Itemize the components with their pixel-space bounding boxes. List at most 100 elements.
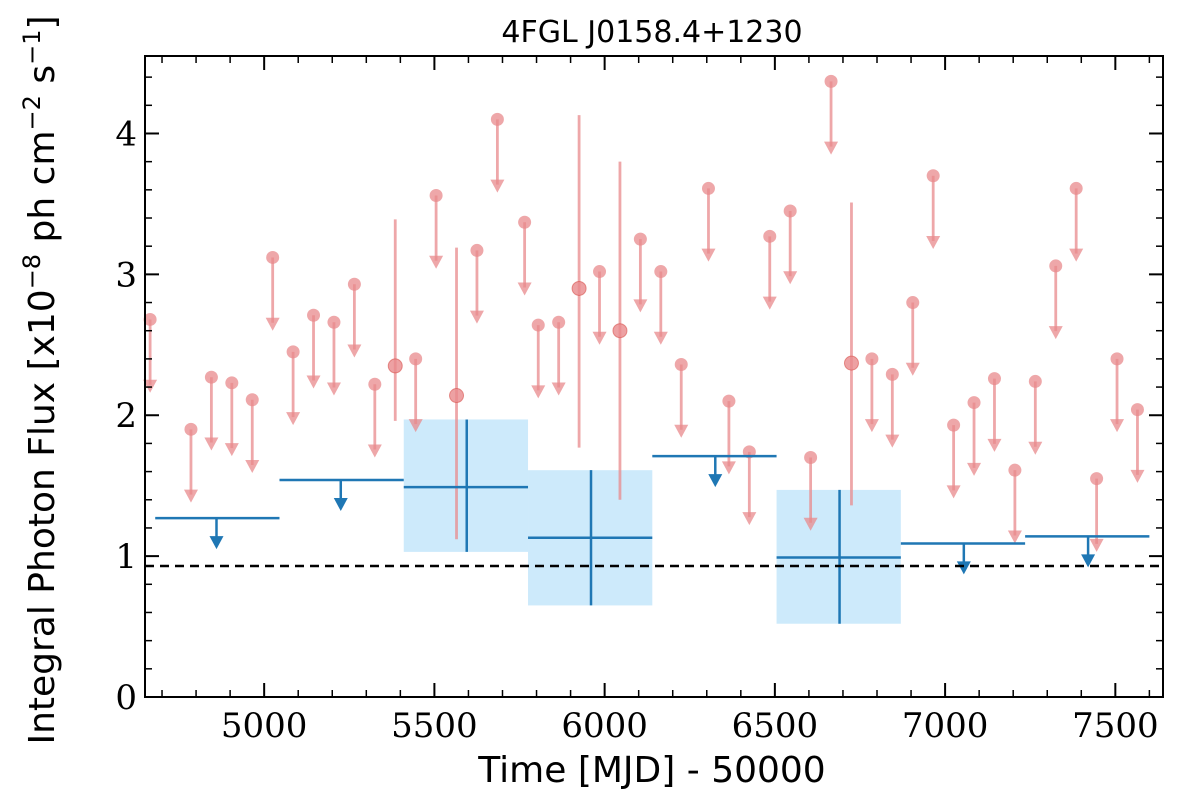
short-bin-upper-limit-arrow	[592, 331, 607, 345]
short-bin-upper-limit-point	[1008, 463, 1022, 477]
short-bin-upper-limit-arrow	[265, 317, 280, 331]
short-bin-upper-limit-arrow	[531, 385, 546, 399]
short-bin-upper-limit-arrow	[224, 443, 239, 457]
short-bin-upper-limit-arrow	[926, 236, 941, 250]
short-bin-upper-limit-arrow	[1048, 326, 1063, 340]
short-bin-upper-limit-point	[204, 370, 218, 384]
short-bin-upper-limit-arrow	[429, 255, 444, 269]
short-bin-upper-limit-arrow	[517, 282, 532, 296]
long-bin-upper-limit-arrow	[333, 498, 348, 512]
short-bin-upper-limit-arrow	[204, 437, 219, 451]
y-axis-label-exponent: −8	[18, 254, 46, 289]
short-bin-upper-limit-arrow	[1007, 530, 1022, 544]
short-bin-upper-limit-point	[470, 243, 484, 257]
short-bin-upper-limit-point	[987, 372, 1001, 386]
short-bin-upper-limit-arrow	[721, 461, 736, 475]
short-bin-upper-limit-arrow	[803, 517, 818, 531]
short-bin-upper-limit-arrow	[946, 485, 961, 499]
short-bin-upper-limit-arrow	[633, 299, 648, 313]
short-bin-upper-limit-arrow	[143, 379, 158, 393]
long-bin-upper-limit-arrow	[1081, 554, 1096, 568]
short-bin-upper-limit-point	[490, 112, 504, 126]
short-bin-upper-limit-point	[531, 318, 545, 332]
short-bin-detection-point	[387, 358, 403, 374]
axes-frame: 5000 5500 6000 6500 7000 7500 0 1 2 3 4	[115, 55, 1164, 746]
long-bin-upper-limit-arrow	[956, 561, 971, 575]
short-bin-upper-limit-point	[865, 352, 879, 366]
short-bin-upper-limit-point	[824, 74, 838, 88]
short-bin-upper-limit-point	[347, 277, 361, 291]
short-bin-upper-limit-point	[225, 376, 239, 390]
y-axis-label-part: ph cm	[22, 130, 63, 253]
short-bin-upper-limit-point	[1110, 352, 1124, 366]
x-tick-label: 5500	[391, 706, 478, 746]
short-bin-detection-point	[449, 388, 465, 404]
short-bin-upper-limit-point	[674, 358, 688, 372]
y-axis-label-exponent: −1	[18, 30, 46, 65]
short-bin-upper-limit-point	[327, 315, 341, 329]
short-bin-upper-limit-arrow	[408, 419, 423, 433]
short-bin-upper-limit-arrow	[783, 271, 798, 285]
short-bin-upper-limit-point	[184, 422, 198, 436]
long-bin-upper-limit-arrow	[708, 474, 723, 488]
short-bin-upper-limit-point	[368, 377, 382, 391]
plot-frame	[144, 55, 1164, 698]
short-bin-upper-limit-point	[804, 451, 818, 465]
short-bin-upper-limit-arrow	[245, 460, 260, 474]
short-bin-upper-limit-arrow	[490, 179, 505, 193]
y-tick-label: 4	[115, 114, 137, 154]
short-bin-upper-limit-point	[245, 393, 259, 407]
short-bin-upper-limit-point	[783, 204, 797, 218]
short-bin-upper-limit-arrow	[551, 382, 566, 396]
x-tick-label: 5000	[221, 706, 308, 746]
short-bin-upper-limit-point	[307, 308, 321, 322]
x-tick-label: 6000	[561, 706, 648, 746]
short-bin-upper-limit-point	[763, 229, 777, 243]
short-bin-upper-limit-point	[409, 352, 423, 366]
short-bin-upper-limit-arrow	[742, 512, 757, 526]
short-bin-upper-limit-arrow	[1089, 538, 1104, 552]
chart-labels: 4FGL J0158.4+1230 Time [MJD] - 50000 Int…	[18, 15, 826, 791]
y-axis-label: Integral Photon Flux [x10−8 ph cm−2 s−1]	[18, 15, 63, 744]
short-bin-upper-limit-arrow	[885, 434, 900, 448]
y-tick-label: 2	[115, 396, 137, 436]
x-axis-label: Time [MJD] - 50000	[477, 750, 825, 791]
short-bin-upper-limit-point	[967, 396, 981, 410]
short-bin-upper-limit-arrow	[306, 375, 321, 389]
short-bin-upper-limit-point	[1130, 403, 1144, 417]
short-bin-upper-limit-arrow	[824, 141, 839, 155]
short-bin-upper-limit-point	[552, 315, 566, 329]
y-tick-label: 1	[115, 537, 137, 577]
short-bin-upper-limit-point	[906, 296, 920, 310]
short-bin-upper-limit-point	[947, 418, 961, 432]
short-bin-upper-limit-arrow	[864, 419, 879, 433]
x-tick-label: 6500	[732, 706, 819, 746]
short-bin-upper-limit-point	[722, 394, 736, 408]
short-bin-upper-limit-arrow	[286, 412, 301, 426]
short-bin-upper-limit-arrow	[469, 310, 484, 324]
short-bin-upper-limit-point	[1069, 181, 1083, 195]
short-bin-upper-limit-point	[286, 345, 300, 359]
short-bin-upper-limit-arrow	[183, 489, 198, 503]
short-bin-upper-limit-point	[885, 367, 899, 381]
y-tick-label: 0	[115, 678, 137, 718]
short-bin-upper-limit-arrow	[987, 438, 1002, 452]
y-tick-label: 3	[115, 255, 137, 295]
short-bin-upper-limit-point	[429, 188, 443, 202]
short-bin-upper-limit-arrow	[1110, 419, 1125, 433]
short-bin-upper-limit-arrow	[326, 382, 341, 396]
short-bin-upper-limit-arrow	[762, 296, 777, 310]
short-bin-upper-limit-arrow	[653, 331, 668, 345]
short-bin-upper-limit-point	[926, 169, 940, 183]
short-bin-upper-limit-point	[701, 181, 715, 195]
x-tick-label: 7500	[1072, 706, 1159, 746]
short-bin-upper-limit-point	[593, 265, 607, 279]
short-bin-upper-limit-point	[654, 265, 668, 279]
short-bin-upper-limit-point	[1049, 259, 1063, 273]
short-bin-upper-limit-arrow	[674, 424, 689, 438]
short-bin-upper-limit-arrow	[1069, 248, 1084, 262]
short-bin-upper-limit-arrow	[1130, 469, 1145, 483]
short-bin-upper-limit-point	[518, 215, 532, 229]
y-axis-label-exponent: −2	[18, 95, 46, 130]
